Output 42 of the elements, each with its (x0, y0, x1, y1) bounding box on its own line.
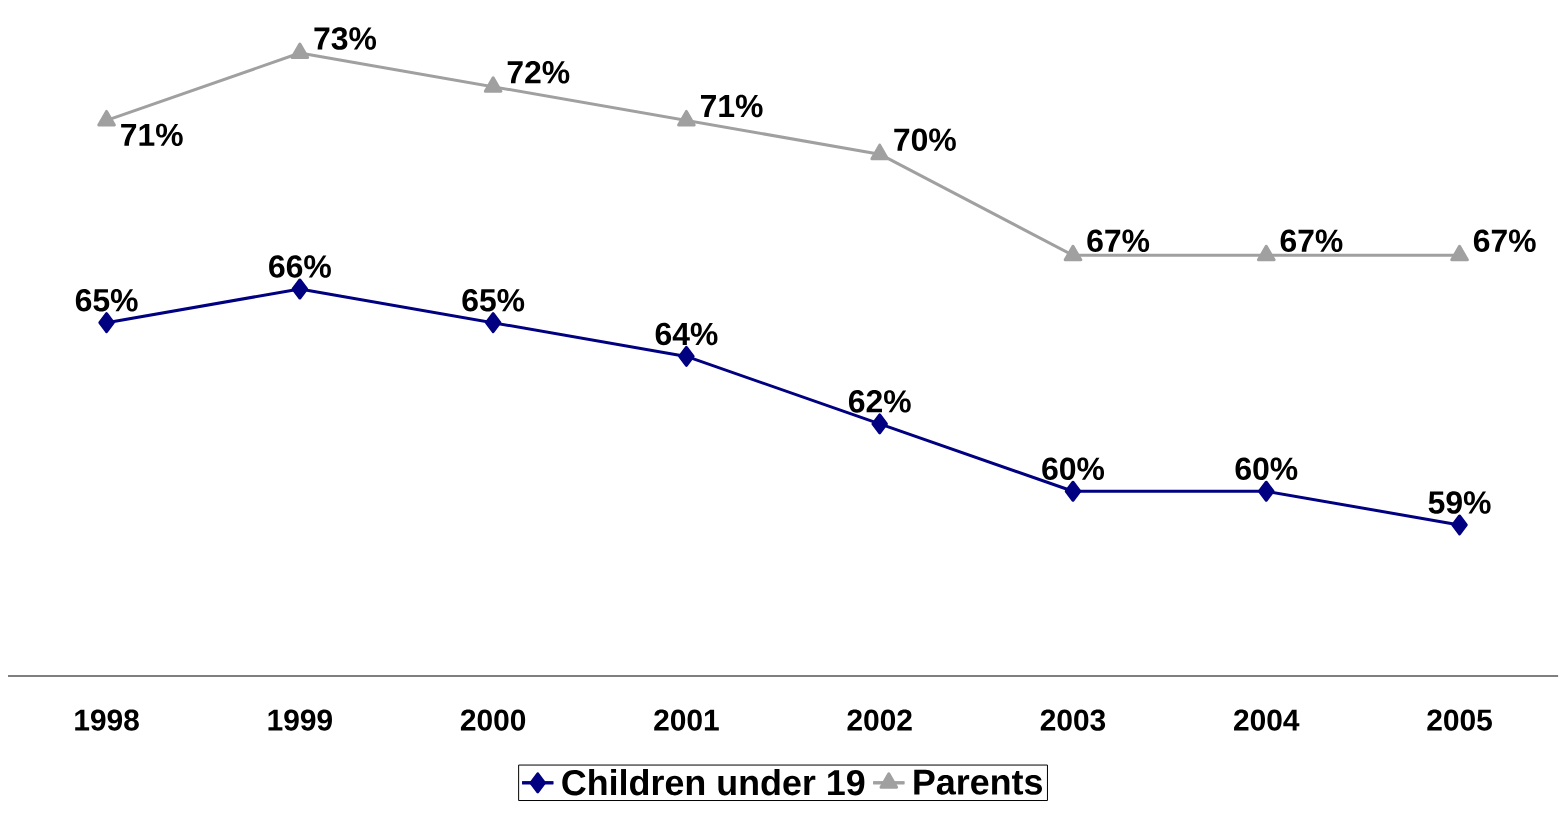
point (484, 312, 502, 334)
point (98, 312, 115, 334)
data-label: 66% (269, 255, 331, 278)
x-tick-label: 2002 (847, 709, 912, 731)
x-tick-label: 2001 (654, 709, 719, 731)
data-label: 62% (848, 390, 911, 413)
data-label: 67% (1280, 229, 1343, 253)
legend-label: Children under 19 (562, 769, 865, 796)
data-label: 73% (314, 27, 377, 50)
point (291, 278, 309, 300)
point (1450, 244, 1469, 262)
data-label: 70% (894, 128, 956, 151)
x-tick-label: 2004 (1234, 709, 1300, 731)
point (1063, 244, 1083, 262)
data-label: 67% (1473, 229, 1536, 253)
data-label: 60% (1042, 457, 1105, 481)
point (870, 143, 889, 161)
point (483, 76, 503, 93)
data-label: 59% (1428, 491, 1491, 514)
legend-label: Parents (914, 769, 1042, 795)
point (290, 42, 310, 60)
data-label: 72% (507, 61, 570, 84)
x-tick-label: 2000 (460, 709, 526, 731)
data-label: 64% (655, 322, 718, 346)
point (677, 109, 696, 127)
point (1451, 514, 1468, 536)
x-tick-label: 1999 (268, 709, 332, 731)
point (1258, 480, 1275, 502)
point (1064, 480, 1082, 502)
data-label: 65% (462, 288, 525, 312)
data-label: 60% (1235, 457, 1298, 481)
point (97, 109, 116, 127)
point (871, 413, 888, 435)
data-label: 71% (121, 123, 183, 147)
point (1256, 244, 1276, 262)
point (678, 345, 695, 367)
data-label: 65% (75, 288, 138, 312)
x-tick-label: 2003 (1040, 709, 1106, 731)
data-label: 67% (1087, 229, 1150, 253)
x-tick-label: 1998 (75, 709, 139, 731)
x-tick-label: 2005 (1427, 709, 1492, 731)
data-label: 71% (700, 94, 763, 118)
